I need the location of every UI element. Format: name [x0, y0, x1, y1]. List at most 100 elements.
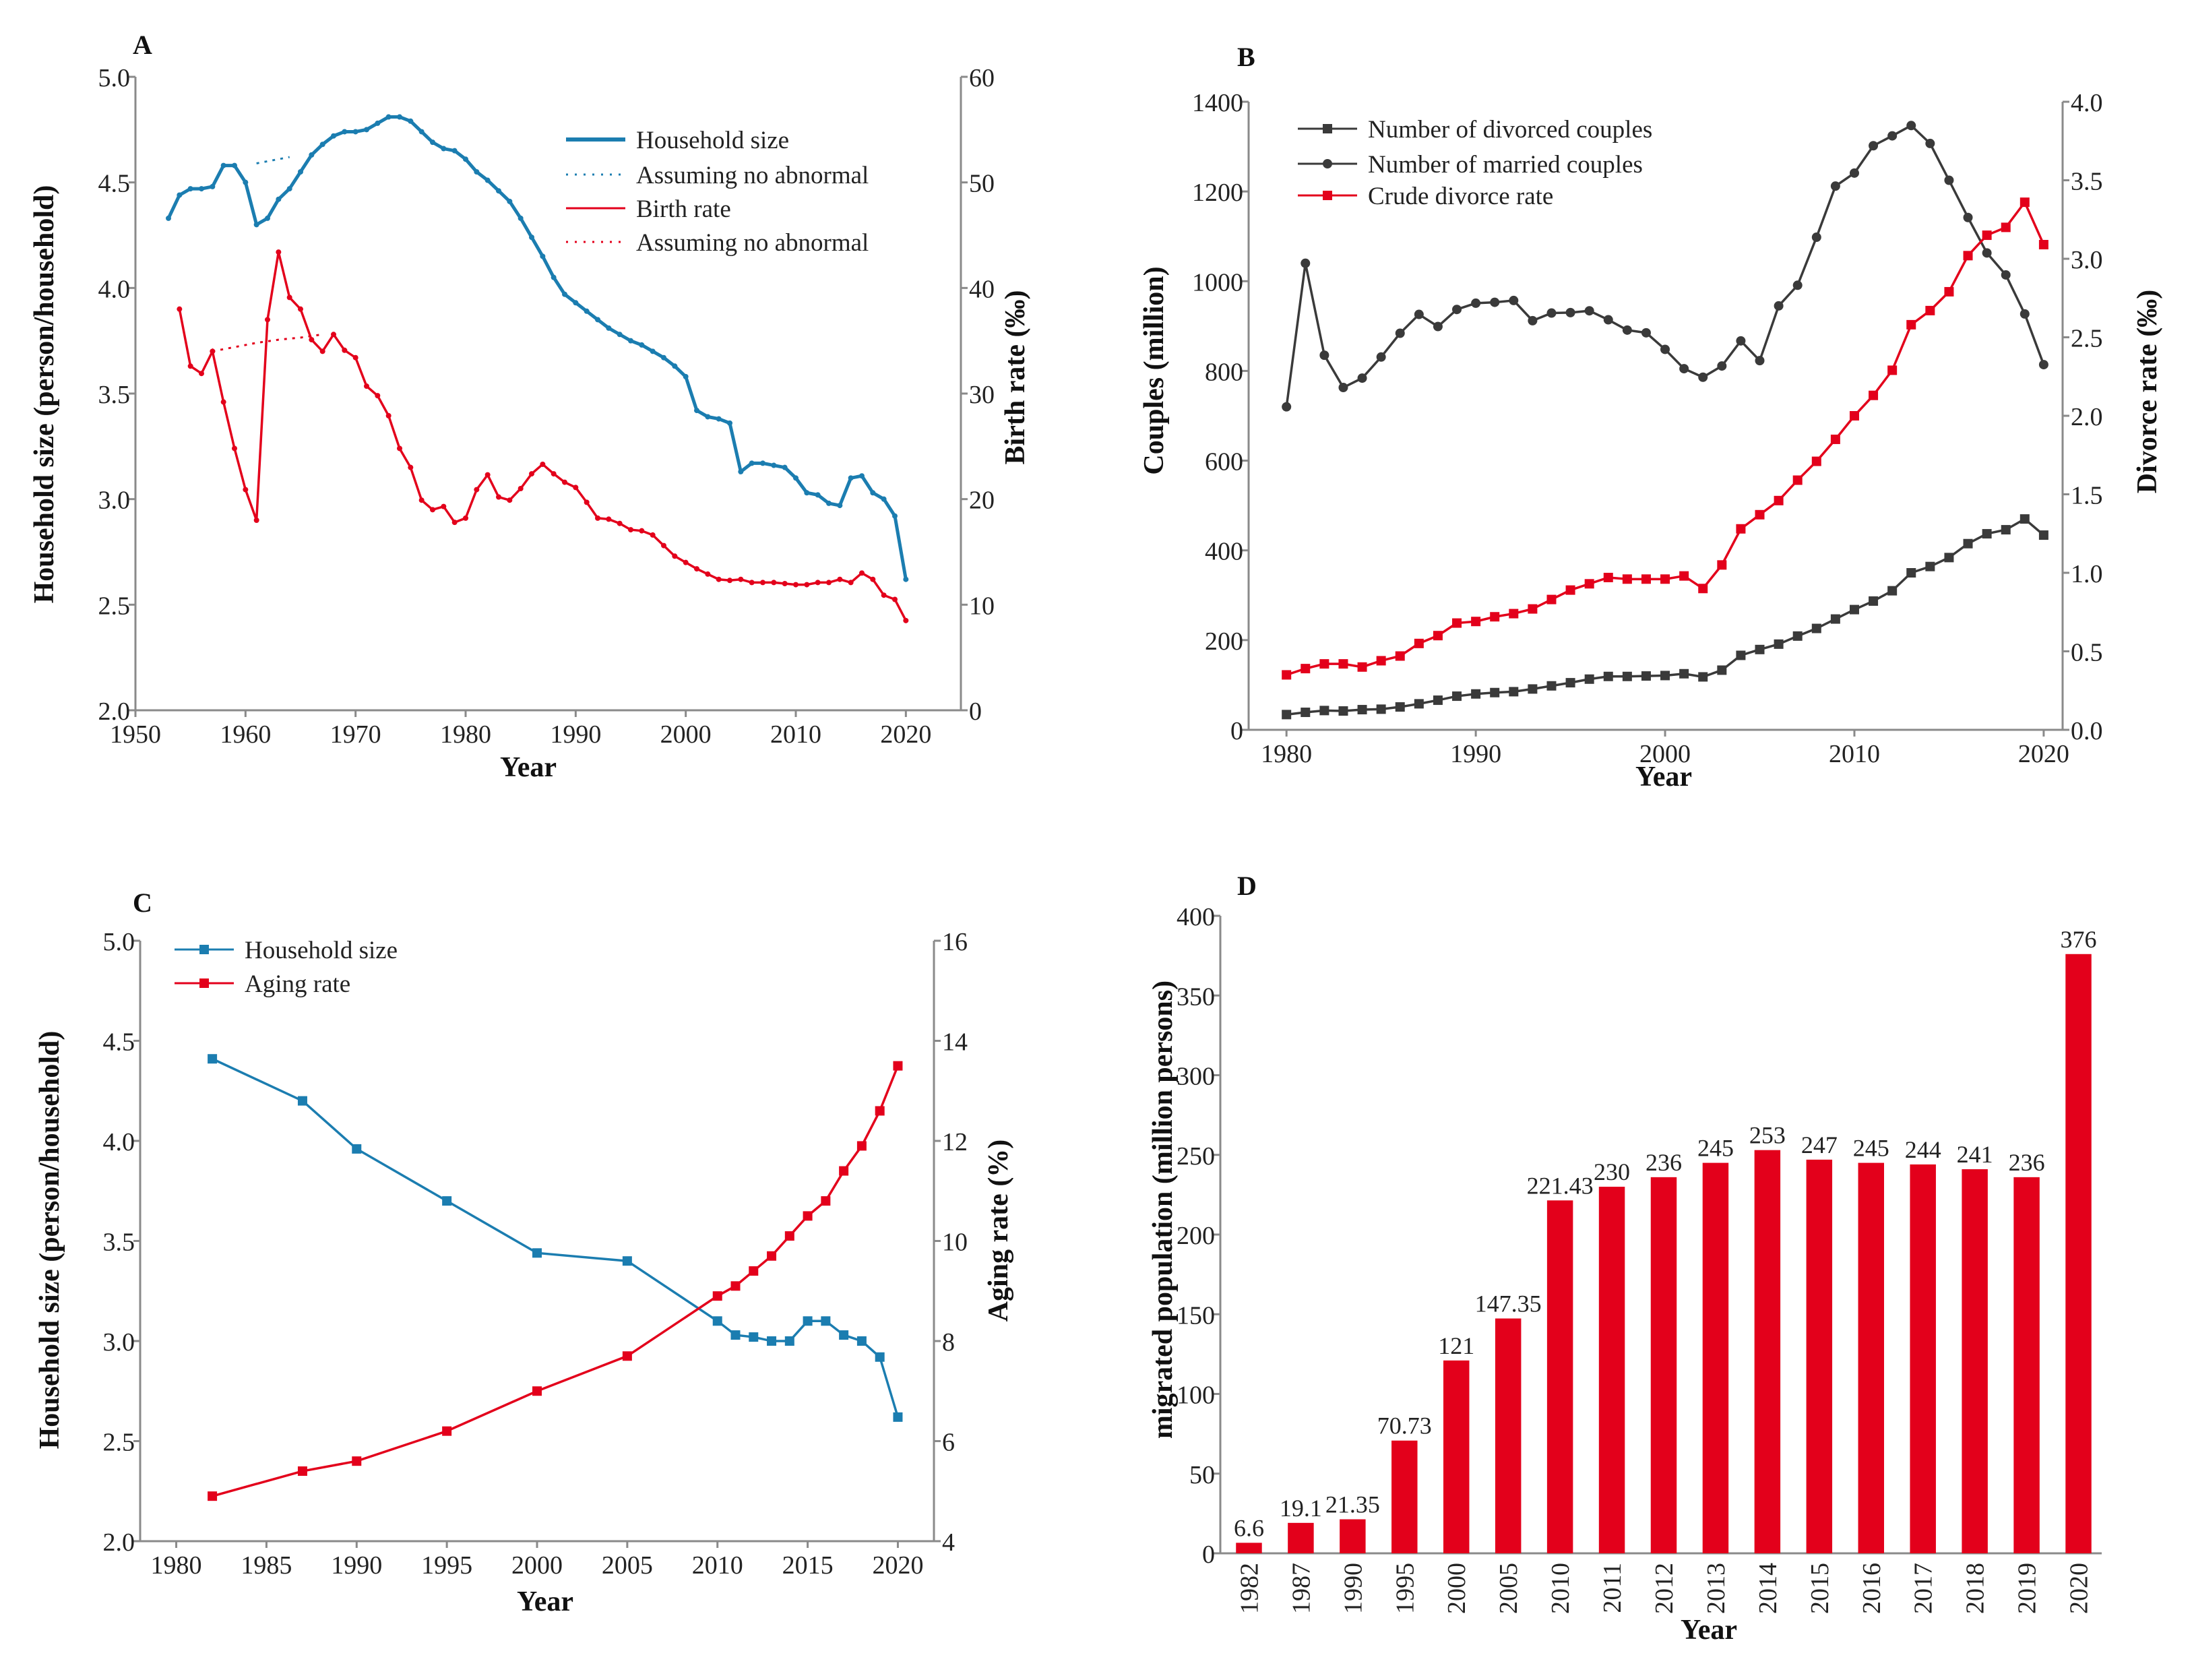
y2-tick-label: 6 [942, 1429, 955, 1457]
data-point [606, 516, 612, 522]
y-tick-label: 350 [1177, 983, 1215, 1011]
data-point [1755, 356, 1765, 366]
data-point [532, 1248, 542, 1258]
bar-2000 [1443, 1360, 1470, 1553]
data-point [1679, 571, 1689, 581]
data-point [474, 169, 480, 175]
bar-1982 [1236, 1543, 1262, 1553]
data-point [2019, 514, 2030, 524]
data-point [730, 1281, 741, 1291]
data-point [1395, 702, 1405, 712]
x-tick-label: 1987 [1287, 1563, 1315, 1614]
data-point [1395, 328, 1405, 338]
y2-tick-label: 12 [942, 1128, 968, 1156]
data-point [364, 127, 369, 133]
data-point [1546, 308, 1557, 318]
y-tick-label: 3.5 [103, 1228, 135, 1257]
data-point [1319, 706, 1329, 716]
series-number-of-divorced-couples [1282, 514, 2048, 720]
data-point [1414, 699, 1424, 709]
data-point [1736, 650, 1746, 660]
data-point [617, 332, 623, 338]
data-point [622, 1351, 632, 1361]
data-point [1584, 306, 1594, 316]
x-tick-label: 2017 [1910, 1563, 1938, 1614]
data-point [1811, 623, 1821, 633]
x-tick-label: 1982 [1235, 1563, 1263, 1614]
data-point [1925, 138, 1935, 148]
data-label: 21.35 [1325, 1491, 1380, 1518]
y-tick-label: 4.5 [98, 170, 131, 198]
data-point [595, 515, 600, 521]
y2-tick-label: 4 [942, 1528, 955, 1557]
panel-c: C 2.0 2.5 3.0 3.5 4.0 4.5 5.0 Household size (pe… [34, 888, 1014, 1617]
data-point [309, 337, 315, 343]
data-point [859, 570, 865, 576]
data-point [265, 317, 270, 323]
data-point [826, 580, 832, 586]
x-tick-label: 2000 [511, 1551, 563, 1580]
data-point [639, 528, 645, 534]
data-point [529, 471, 534, 477]
y2-tick-label: 0.0 [2071, 717, 2103, 745]
data-label: 236 [2009, 1149, 2045, 1176]
data-label: 230 [1594, 1158, 1630, 1185]
data-point [1906, 121, 1916, 131]
legend-item: Crude divorce rate [1298, 183, 1553, 210]
data-point [1963, 538, 1973, 549]
data-point [837, 503, 843, 509]
x-tick-label: 1980 [151, 1551, 202, 1580]
data-point [716, 416, 722, 422]
data-point [1490, 687, 1500, 697]
bar-2010 [1546, 1200, 1573, 1553]
data-point [1509, 295, 1519, 305]
bar-2005 [1495, 1318, 1522, 1553]
data-point [1963, 212, 1973, 222]
data-point [606, 325, 612, 331]
legend-item: Household size [566, 127, 789, 154]
data-point [1452, 618, 1462, 628]
data-point [1774, 301, 1784, 311]
data-point [507, 198, 513, 204]
y2-tick-label: 10 [942, 1228, 968, 1257]
data-point [1849, 168, 1859, 178]
x-tick-label: 1995 [1391, 1563, 1419, 1614]
data-point [385, 412, 392, 418]
data-point [1792, 631, 1803, 641]
data-point [496, 494, 501, 500]
data-point [1982, 529, 1992, 539]
data-point [1528, 315, 1538, 325]
data-point [771, 462, 777, 468]
y-tick-label: 250 [1177, 1142, 1215, 1171]
y-tick-label: 200 [1177, 1222, 1215, 1250]
data-point [837, 576, 843, 582]
x-tick-label: 1990 [550, 720, 601, 749]
data-point [1546, 594, 1557, 604]
panel-label: A [133, 30, 152, 60]
data-point [821, 1316, 831, 1326]
bar-2018 [1962, 1169, 1988, 1553]
data-point [1357, 662, 1367, 672]
x-tick-label: 2000 [1639, 740, 1691, 768]
data-point [418, 497, 425, 503]
data-point [1811, 232, 1821, 243]
legend-marker [1323, 191, 1332, 200]
data-point [892, 513, 898, 519]
data-label: 247 [1801, 1131, 1838, 1158]
y2-tick-label: 8 [942, 1328, 955, 1357]
x-tick-label: 2015 [1806, 1563, 1834, 1614]
data-point [253, 222, 259, 228]
data-point [1830, 434, 1840, 444]
data-point [232, 162, 237, 168]
data-point [839, 1330, 849, 1340]
legend-label: Household size [245, 937, 398, 964]
data-point [1982, 248, 1992, 258]
data-point [1471, 689, 1481, 699]
data-point [1887, 365, 1898, 375]
data-label: 221.43 [1527, 1172, 1594, 1199]
data-point [518, 215, 524, 221]
data-point [804, 582, 810, 588]
data-point [1338, 659, 1348, 669]
series-number-of-married-couples [1282, 121, 2048, 412]
data-point [1698, 672, 1708, 682]
